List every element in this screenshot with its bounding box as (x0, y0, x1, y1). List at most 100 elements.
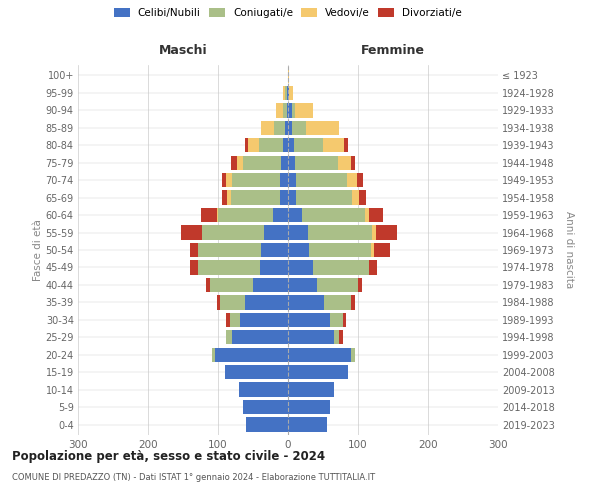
Bar (344, 138, 347, 152)
Bar (227, 190, 230, 205)
Bar (190, 243, 199, 257)
Bar (296, 190, 352, 205)
Bar (323, 138, 344, 152)
Bar (272, 208, 288, 222)
Bar (283, 103, 287, 118)
Bar (368, 260, 377, 274)
Bar (260, 260, 288, 274)
Bar (283, 138, 288, 152)
Bar (334, 330, 339, 344)
Bar (288, 295, 325, 310)
Bar (241, 312, 288, 327)
Text: Femmine: Femmine (361, 44, 425, 57)
Bar (287, 103, 288, 118)
Bar (230, 190, 280, 205)
Bar (217, 208, 218, 222)
Bar (202, 226, 263, 239)
Bar (281, 156, 288, 170)
Bar (288, 226, 308, 239)
Bar (351, 156, 355, 170)
Bar (325, 295, 351, 310)
Bar (245, 295, 288, 310)
Bar (253, 278, 288, 292)
Bar (274, 120, 284, 135)
Y-axis label: Anni di nascita: Anni di nascita (565, 212, 574, 288)
Y-axis label: Fasce di età: Fasce di età (32, 219, 43, 281)
Bar (305, 120, 339, 135)
Bar (365, 208, 368, 222)
Bar (288, 382, 334, 397)
Bar (284, 120, 288, 135)
Bar (217, 295, 220, 310)
Bar (288, 243, 309, 257)
Bar (288, 365, 347, 380)
Bar (288, 418, 326, 432)
Bar (263, 226, 288, 239)
Text: Maschi: Maschi (158, 44, 208, 57)
Bar (288, 138, 293, 152)
Legend: Celibi/Nubili, Coniugati/e, Vedovi/e, Divorziati/e: Celibi/Nubili, Coniugati/e, Vedovi/e, Di… (114, 8, 462, 18)
Bar (225, 365, 288, 380)
Bar (343, 312, 346, 327)
Bar (296, 173, 347, 188)
Bar (309, 243, 371, 257)
Bar (352, 190, 359, 205)
Bar (201, 208, 217, 222)
Bar (230, 312, 241, 327)
Bar (220, 295, 245, 310)
Bar (215, 348, 288, 362)
Text: COMUNE DI PREDAZZO (TN) - Dati ISTAT 1° gennaio 2024 - Elaborazione TUTTITALIA.I: COMUNE DI PREDAZZO (TN) - Dati ISTAT 1° … (12, 472, 375, 482)
Bar (358, 278, 361, 292)
Bar (181, 226, 202, 239)
Bar (289, 86, 293, 100)
Bar (339, 330, 343, 344)
Bar (288, 312, 330, 327)
Bar (295, 103, 313, 118)
Bar (283, 86, 285, 100)
Bar (376, 226, 397, 239)
Bar (330, 312, 343, 327)
Bar (295, 156, 338, 170)
Bar (246, 418, 288, 432)
Bar (221, 190, 227, 205)
Bar (245, 138, 248, 152)
Bar (288, 120, 292, 135)
Bar (288, 86, 289, 100)
Bar (237, 156, 242, 170)
Bar (347, 173, 358, 188)
Bar (262, 120, 274, 135)
Bar (317, 278, 358, 292)
Bar (259, 138, 283, 152)
Bar (288, 400, 330, 414)
Bar (226, 173, 232, 188)
Bar (368, 208, 383, 222)
Bar (212, 348, 215, 362)
Bar (232, 330, 288, 344)
Bar (262, 243, 288, 257)
Bar (371, 243, 374, 257)
Bar (308, 226, 372, 239)
Bar (206, 278, 209, 292)
Bar (288, 156, 295, 170)
Bar (338, 156, 351, 170)
Bar (288, 278, 317, 292)
Bar (302, 208, 365, 222)
Bar (226, 330, 232, 344)
Bar (293, 138, 323, 152)
Bar (288, 330, 334, 344)
Bar (226, 312, 230, 327)
Bar (288, 103, 292, 118)
Bar (288, 173, 296, 188)
Bar (199, 260, 260, 274)
Bar (288, 190, 296, 205)
Bar (248, 138, 259, 152)
Bar (276, 103, 283, 118)
Bar (285, 86, 287, 100)
Bar (351, 295, 355, 310)
Bar (351, 348, 355, 362)
Bar (292, 120, 305, 135)
Bar (372, 226, 376, 239)
Bar (288, 68, 289, 82)
Bar (288, 260, 313, 274)
Bar (288, 348, 351, 362)
